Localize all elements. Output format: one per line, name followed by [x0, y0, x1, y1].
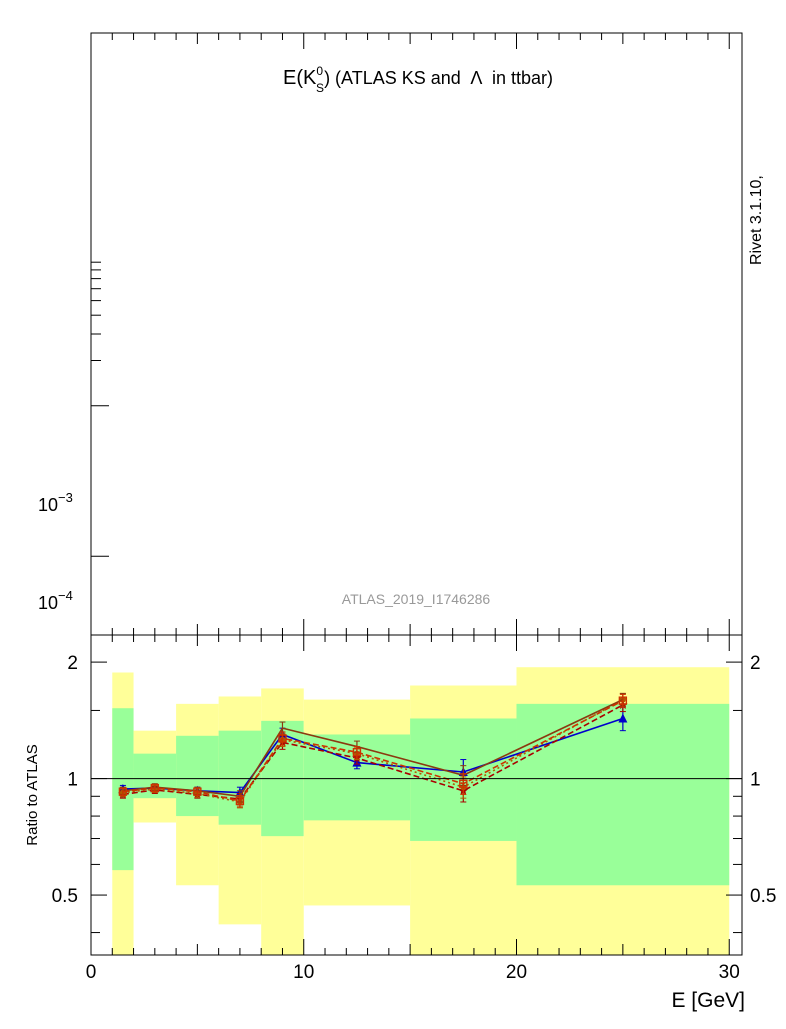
ratio-xtick-label: 20	[506, 962, 527, 983]
ratio-xtick-label: 10	[293, 962, 314, 983]
ratio-series	[118, 692, 628, 809]
series-3-line	[122, 698, 624, 798]
main-ytick-label-1e-4: 10−4	[38, 588, 73, 613]
title-lambda: Λ	[470, 68, 482, 88]
ratio-xtick-label: 0	[86, 962, 97, 983]
ratio-ticks: 0 10 20 30 0.5 0.5 1 1 2 2	[52, 33, 776, 983]
series-4-point	[235, 796, 245, 806]
ratio-ytick-label: 2	[67, 653, 78, 674]
ytick-1e-4-base: 10	[38, 593, 58, 613]
series-4-point	[118, 787, 128, 796]
series-0-point	[618, 713, 628, 723]
ratio-panel-frame	[90, 634, 743, 956]
main-minor-ticks	[91, 261, 109, 557]
main-ytick-label-1e-3: 10−3	[38, 490, 73, 515]
ratio-ytick-label-right: 0.5	[750, 886, 776, 907]
uncertainty-band-inner	[218, 730, 262, 825]
series-4-point	[618, 696, 628, 705]
series-4-point	[193, 787, 202, 796]
ratio-xtick-label: 30	[719, 962, 740, 983]
title-sup: 0	[316, 64, 323, 78]
main-panel-frame	[90, 32, 743, 636]
ratio-ytick-label: 1	[67, 770, 78, 791]
title-prefix: E(K	[283, 67, 317, 89]
title-tail: in ttbar)	[492, 68, 553, 88]
ytick-1e-4-exp: −4	[58, 588, 73, 603]
title-sub: S	[316, 81, 324, 95]
rivet-label: Rivet 3.1.10,	[748, 175, 765, 265]
title-suffix: ) (ATLAS KS and	[324, 68, 461, 88]
ratio-ylabel: Ratio to ATLAS	[24, 744, 41, 845]
ratio-ytick-label-right: 1	[750, 770, 761, 791]
ytick-1e-3-exp: −3	[58, 490, 73, 505]
main-title: E(K0 S) (ATLAS KS and Λ in ttbar)	[283, 64, 553, 95]
uncertainty-band-inner	[176, 735, 219, 817]
series-4-point	[150, 783, 160, 793]
series-4-point	[352, 747, 362, 757]
ratio-ytick-label: 0.5	[52, 886, 78, 907]
watermark: ATLAS_2019_I1746286	[342, 591, 491, 607]
x-axis-label: E [GeV]	[671, 989, 745, 1012]
ratio-ytick-label-right: 2	[750, 653, 761, 674]
series-4-point	[278, 734, 287, 743]
ytick-1e-3-base: 10	[38, 495, 58, 515]
series-4-point	[459, 779, 468, 788]
